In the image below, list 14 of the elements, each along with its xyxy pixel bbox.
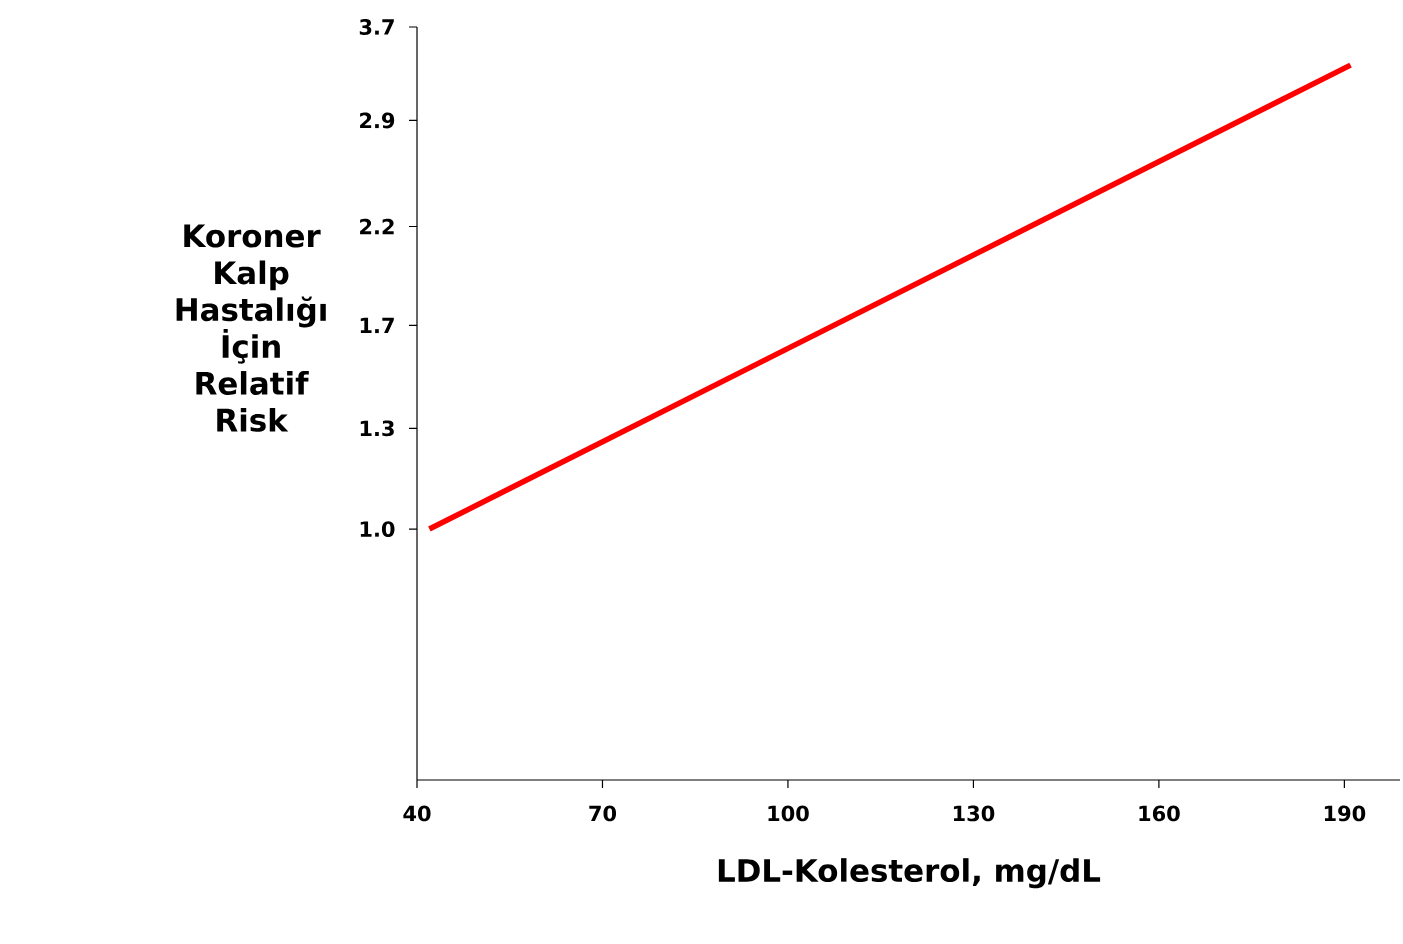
y-axis-title: Koroner Kalp Hastalığı İçin Relatif Risk xyxy=(176,224,326,432)
x-axis-title: LDL-Kolesterol, mg/dL xyxy=(718,858,1101,889)
x-tick-label: 130 xyxy=(953,805,995,822)
y-tick-label: 1.7 xyxy=(360,317,394,334)
y-tick-label: 2.2 xyxy=(360,218,394,235)
y-tick-label: 1.0 xyxy=(360,521,395,537)
x-tick-label: 100 xyxy=(768,805,809,822)
y-tick-label: 2.9 xyxy=(360,112,395,129)
y-tick-label: 1.3 xyxy=(360,420,394,437)
x-tick-label: 160 xyxy=(1139,805,1180,822)
x-tick-label: 190 xyxy=(1324,805,1366,822)
x-tick-label: 70 xyxy=(589,805,617,822)
y-tick-label: 3.7 xyxy=(359,19,394,35)
x-tick-label: 40 xyxy=(403,805,431,822)
